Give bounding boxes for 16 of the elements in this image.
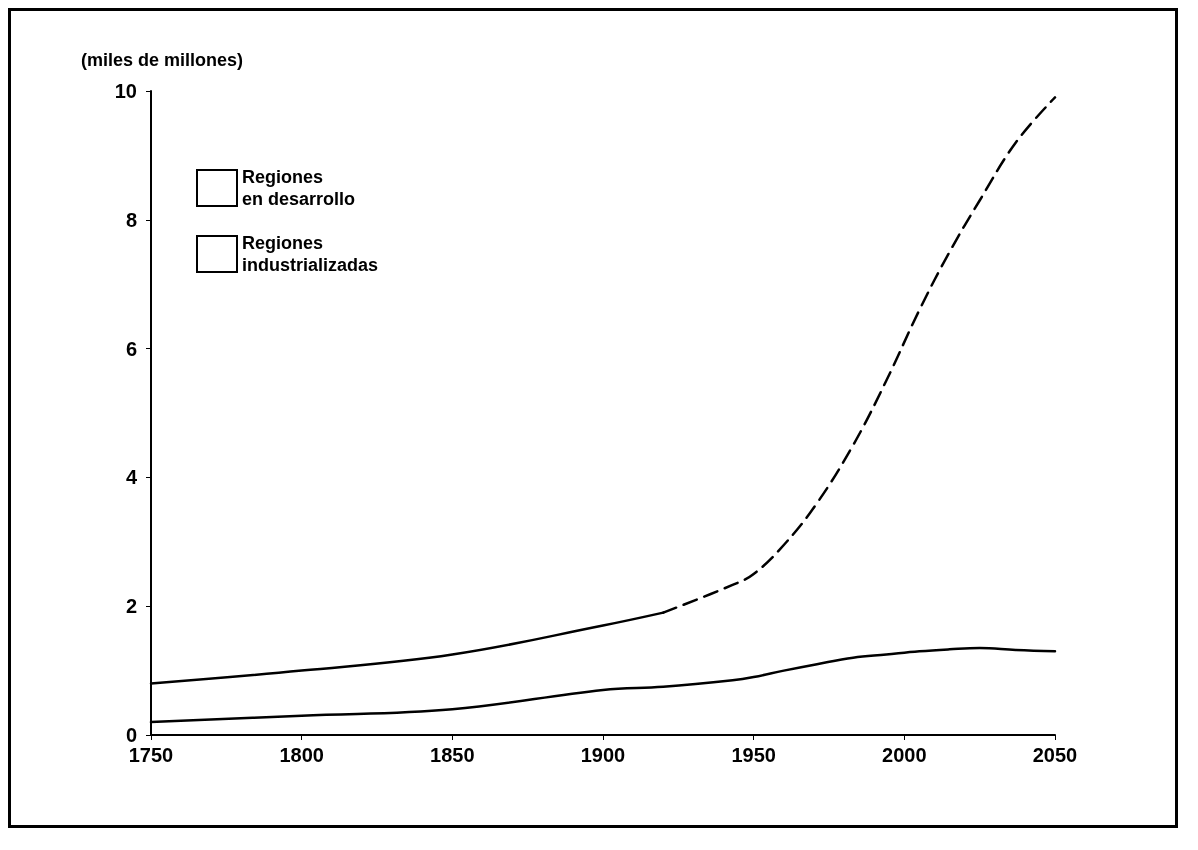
- y-tick-label: 4: [125, 466, 138, 489]
- legend-label: Regiones industrializadas: [242, 233, 379, 275]
- y-tick-label: 0: [125, 724, 137, 746]
- x-tick-label: 2000: [882, 744, 927, 766]
- x-tick-label: 1750: [128, 744, 174, 766]
- x-tick-label: 2050: [1032, 744, 1078, 766]
- x-tick-label: 1950: [731, 744, 776, 766]
- x-tick-label: 1900: [580, 744, 626, 766]
- y-tick-label: 2: [125, 595, 137, 618]
- y-tick-label: 8: [125, 208, 137, 231]
- y-axis-title: (miles de millones): [81, 50, 244, 70]
- legend-label: Regiones en desarrollo: [242, 167, 356, 209]
- x-tick-label: 1800: [279, 744, 324, 766]
- y-tick-label: 6: [125, 337, 137, 360]
- y-tick-label: 10: [114, 80, 137, 102]
- x-tick-label: 1850: [430, 744, 475, 766]
